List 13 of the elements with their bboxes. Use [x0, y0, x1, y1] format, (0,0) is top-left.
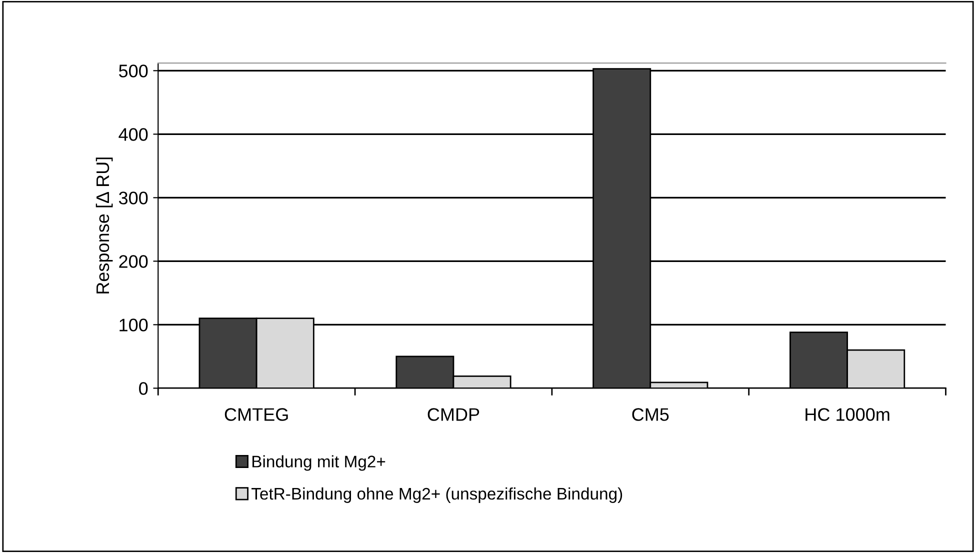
legend-label: TetR-Bindung ohne Mg2+ (unspezifische Bindung)	[252, 487, 622, 503]
y-tick-label: 100	[120, 318, 148, 332]
x-tick-label: CMTEG	[224, 408, 288, 421]
x-tick-label: HC 1000m	[806, 408, 890, 421]
y-axis-title: Response [Δ RU]	[96, 158, 113, 294]
y-tick-label: 300	[118, 192, 148, 204]
y-tick-label: 0	[139, 382, 148, 395]
y-tick-label: 200	[119, 255, 148, 268]
x-tick-label: CMDP	[428, 408, 480, 421]
x-tick-label: CM5	[632, 408, 669, 421]
y-tick-label: 400	[118, 128, 148, 141]
y-tick-label: 500	[118, 64, 148, 78]
legend-label: Bindung mit Mg2+	[252, 455, 386, 471]
